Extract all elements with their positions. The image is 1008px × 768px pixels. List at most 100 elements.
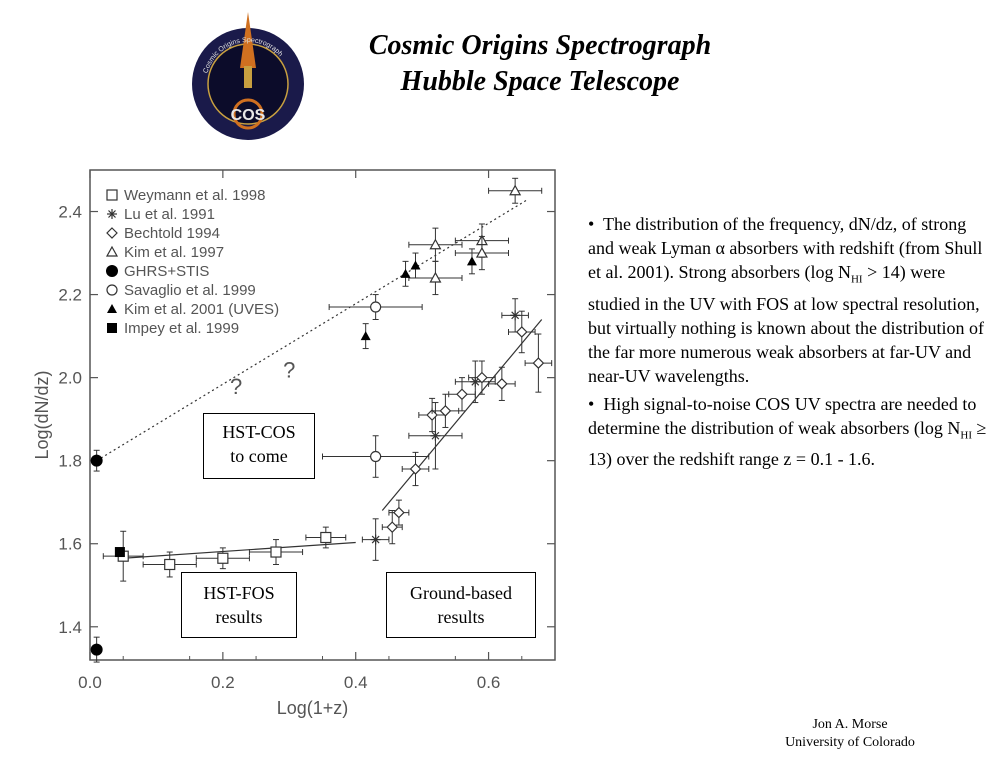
data-point-stroke	[471, 377, 480, 386]
title-block: Cosmic Origins Spectrograph Hubble Space…	[300, 28, 780, 100]
data-point	[114, 547, 125, 558]
fit-line	[381, 319, 543, 511]
data-point-stroke	[371, 535, 380, 544]
legend-marker	[105, 245, 119, 257]
legend-marker	[107, 304, 117, 313]
y-tick-label: 1.4	[58, 618, 82, 637]
hst-fos-box: HST-FOS results	[181, 572, 297, 638]
legend-entry: Kim et al. 1997	[124, 244, 224, 261]
logo-telescope-icon	[244, 66, 252, 88]
data-point	[509, 184, 522, 196]
data-point	[409, 463, 422, 475]
data-point-stroke	[431, 431, 440, 440]
legend-entry: Lu et al. 1991	[124, 206, 215, 223]
series-6	[360, 248, 477, 350]
ground-based-box-line2: results	[437, 607, 485, 627]
bullet-1: •	[588, 214, 595, 234]
series-2	[381, 310, 553, 545]
hst-fos-box-line2: results	[215, 607, 263, 627]
data-point	[400, 268, 411, 278]
para1-subscript: HI	[850, 273, 863, 286]
hst-fos-box-line1: HST-FOS	[203, 583, 275, 603]
y-axis-label: Log(dN/dz)	[32, 370, 52, 459]
fit-line	[96, 198, 529, 462]
ground-based-box-line1: Ground-based	[410, 583, 512, 603]
data-point	[370, 450, 382, 463]
alpha-symbol: α	[715, 238, 725, 258]
author-credit: Jon A. Morse University of Colorado	[750, 716, 950, 752]
legend-marker	[107, 323, 117, 333]
series-7	[114, 547, 125, 558]
data-point	[90, 643, 103, 656]
y-tick-label: 1.8	[58, 452, 82, 471]
legend-entry: Bechtold 1994	[124, 225, 220, 242]
data-point	[429, 238, 442, 250]
ground-based-box: Ground-based results	[386, 572, 536, 638]
data-point	[410, 260, 421, 270]
y-tick-label: 2.2	[58, 286, 82, 305]
author-affiliation: University of Colorado	[785, 735, 915, 750]
y-tick-label: 2.4	[58, 203, 82, 222]
hst-cos-box-line2: to come	[230, 446, 288, 466]
data-point	[510, 310, 521, 321]
description-paragraph-2: • High signal-to-noise COS UV spectra ar…	[588, 392, 988, 472]
x-tick-label: 0.0	[78, 673, 102, 692]
para1-text-c: > 14) were studied in the UV with FOS at…	[588, 262, 984, 386]
para2-text-b: ≥ 13) over the redshift range z = 0.1 - …	[588, 417, 987, 470]
series-5	[322, 294, 430, 478]
data-point	[475, 246, 488, 258]
data-point	[320, 531, 332, 544]
data-point	[456, 388, 468, 401]
cos-mission-logo: COS Cosmic Origins Spectrograph	[192, 12, 304, 140]
para1-text-b: absorbers with redshift (from Shull et a…	[588, 238, 983, 282]
x-axis-label: Log(1+z)	[277, 698, 349, 718]
logo-label: COS	[231, 107, 266, 124]
fit-line	[123, 541, 356, 559]
legend-marker	[106, 265, 118, 277]
data-point	[470, 376, 481, 387]
annotation-question-mark: ?	[230, 374, 242, 399]
legend-marker	[106, 227, 118, 239]
data-point	[476, 371, 488, 384]
y-tick-label: 1.6	[58, 535, 82, 554]
hst-cos-box: HST-COS to come	[203, 413, 315, 479]
series-1	[361, 298, 529, 561]
data-point	[217, 552, 229, 564]
data-point	[393, 506, 405, 519]
para2-subscript: HI	[960, 429, 973, 442]
data-point	[439, 404, 452, 417]
description: • The distribution of the frequency, dN/…	[588, 212, 988, 475]
x-tick-label: 0.6	[477, 673, 501, 692]
data-point	[386, 521, 399, 533]
para2-text-a: High signal-to-noise COS UV spectra are …	[588, 393, 977, 438]
y-tick-label: 2.0	[58, 369, 82, 388]
data-point	[532, 357, 545, 369]
data-point	[496, 378, 508, 390]
data-point	[466, 256, 477, 266]
legend-marker	[106, 189, 118, 201]
legend-entry: Impey et al. 1999	[124, 320, 239, 337]
title-line-1: Cosmic Origins Spectrograph	[368, 30, 712, 61]
x-tick-label: 0.2	[211, 673, 235, 692]
series-4	[90, 449, 103, 663]
data-point	[429, 271, 442, 283]
data-point	[164, 558, 176, 571]
legend-entry: GHRS+STIS	[124, 263, 209, 280]
legend-entry: Savaglio et al. 1999	[124, 282, 256, 299]
legend-entry: Kim et al. 2001 (UVES)	[124, 301, 279, 318]
description-paragraph-1: • The distribution of the frequency, dN/…	[588, 212, 988, 388]
data-point	[426, 409, 438, 421]
hst-cos-box-line1: HST-COS	[222, 422, 296, 442]
data-point	[270, 546, 282, 558]
logo-ring-icon	[232, 98, 264, 130]
annotation-question-mark: ?	[283, 358, 295, 383]
legend-marker-stroke	[108, 210, 116, 218]
data-point	[430, 430, 441, 441]
x-tick-label: 0.4	[344, 673, 368, 692]
legend-marker	[107, 209, 117, 219]
bullet-2: •	[588, 393, 595, 414]
data-point	[515, 326, 528, 338]
author-name: Jon A. Morse	[812, 717, 888, 732]
data-point	[370, 301, 382, 313]
data-point-stroke	[511, 311, 520, 320]
